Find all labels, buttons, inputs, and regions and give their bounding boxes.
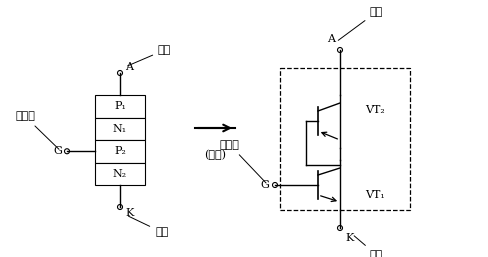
Text: (等效): (等效) bbox=[204, 150, 226, 160]
Text: 阴极: 阴极 bbox=[128, 216, 168, 237]
Text: 阳极: 阳极 bbox=[338, 7, 383, 40]
Bar bbox=[95, 140, 145, 162]
Text: N₁: N₁ bbox=[113, 124, 127, 134]
Bar bbox=[95, 95, 145, 117]
Text: K: K bbox=[345, 233, 353, 243]
Bar bbox=[95, 162, 145, 185]
Text: 控制极: 控制极 bbox=[220, 140, 266, 183]
Text: 阴极: 阴极 bbox=[354, 236, 383, 257]
Text: VT₂: VT₂ bbox=[365, 105, 385, 115]
Text: K: K bbox=[125, 208, 133, 218]
Text: P₂: P₂ bbox=[114, 146, 126, 156]
Text: G: G bbox=[260, 180, 269, 190]
Text: A: A bbox=[125, 62, 133, 72]
Text: A: A bbox=[327, 34, 335, 44]
Text: 阳极: 阳极 bbox=[127, 45, 171, 66]
Bar bbox=[95, 117, 145, 140]
Text: 控制极: 控制极 bbox=[15, 111, 59, 149]
Text: N₂: N₂ bbox=[113, 169, 127, 179]
Bar bbox=[280, 68, 410, 210]
Text: P₁: P₁ bbox=[114, 101, 126, 111]
Text: VT₁: VT₁ bbox=[365, 190, 385, 200]
Text: G: G bbox=[53, 146, 62, 156]
